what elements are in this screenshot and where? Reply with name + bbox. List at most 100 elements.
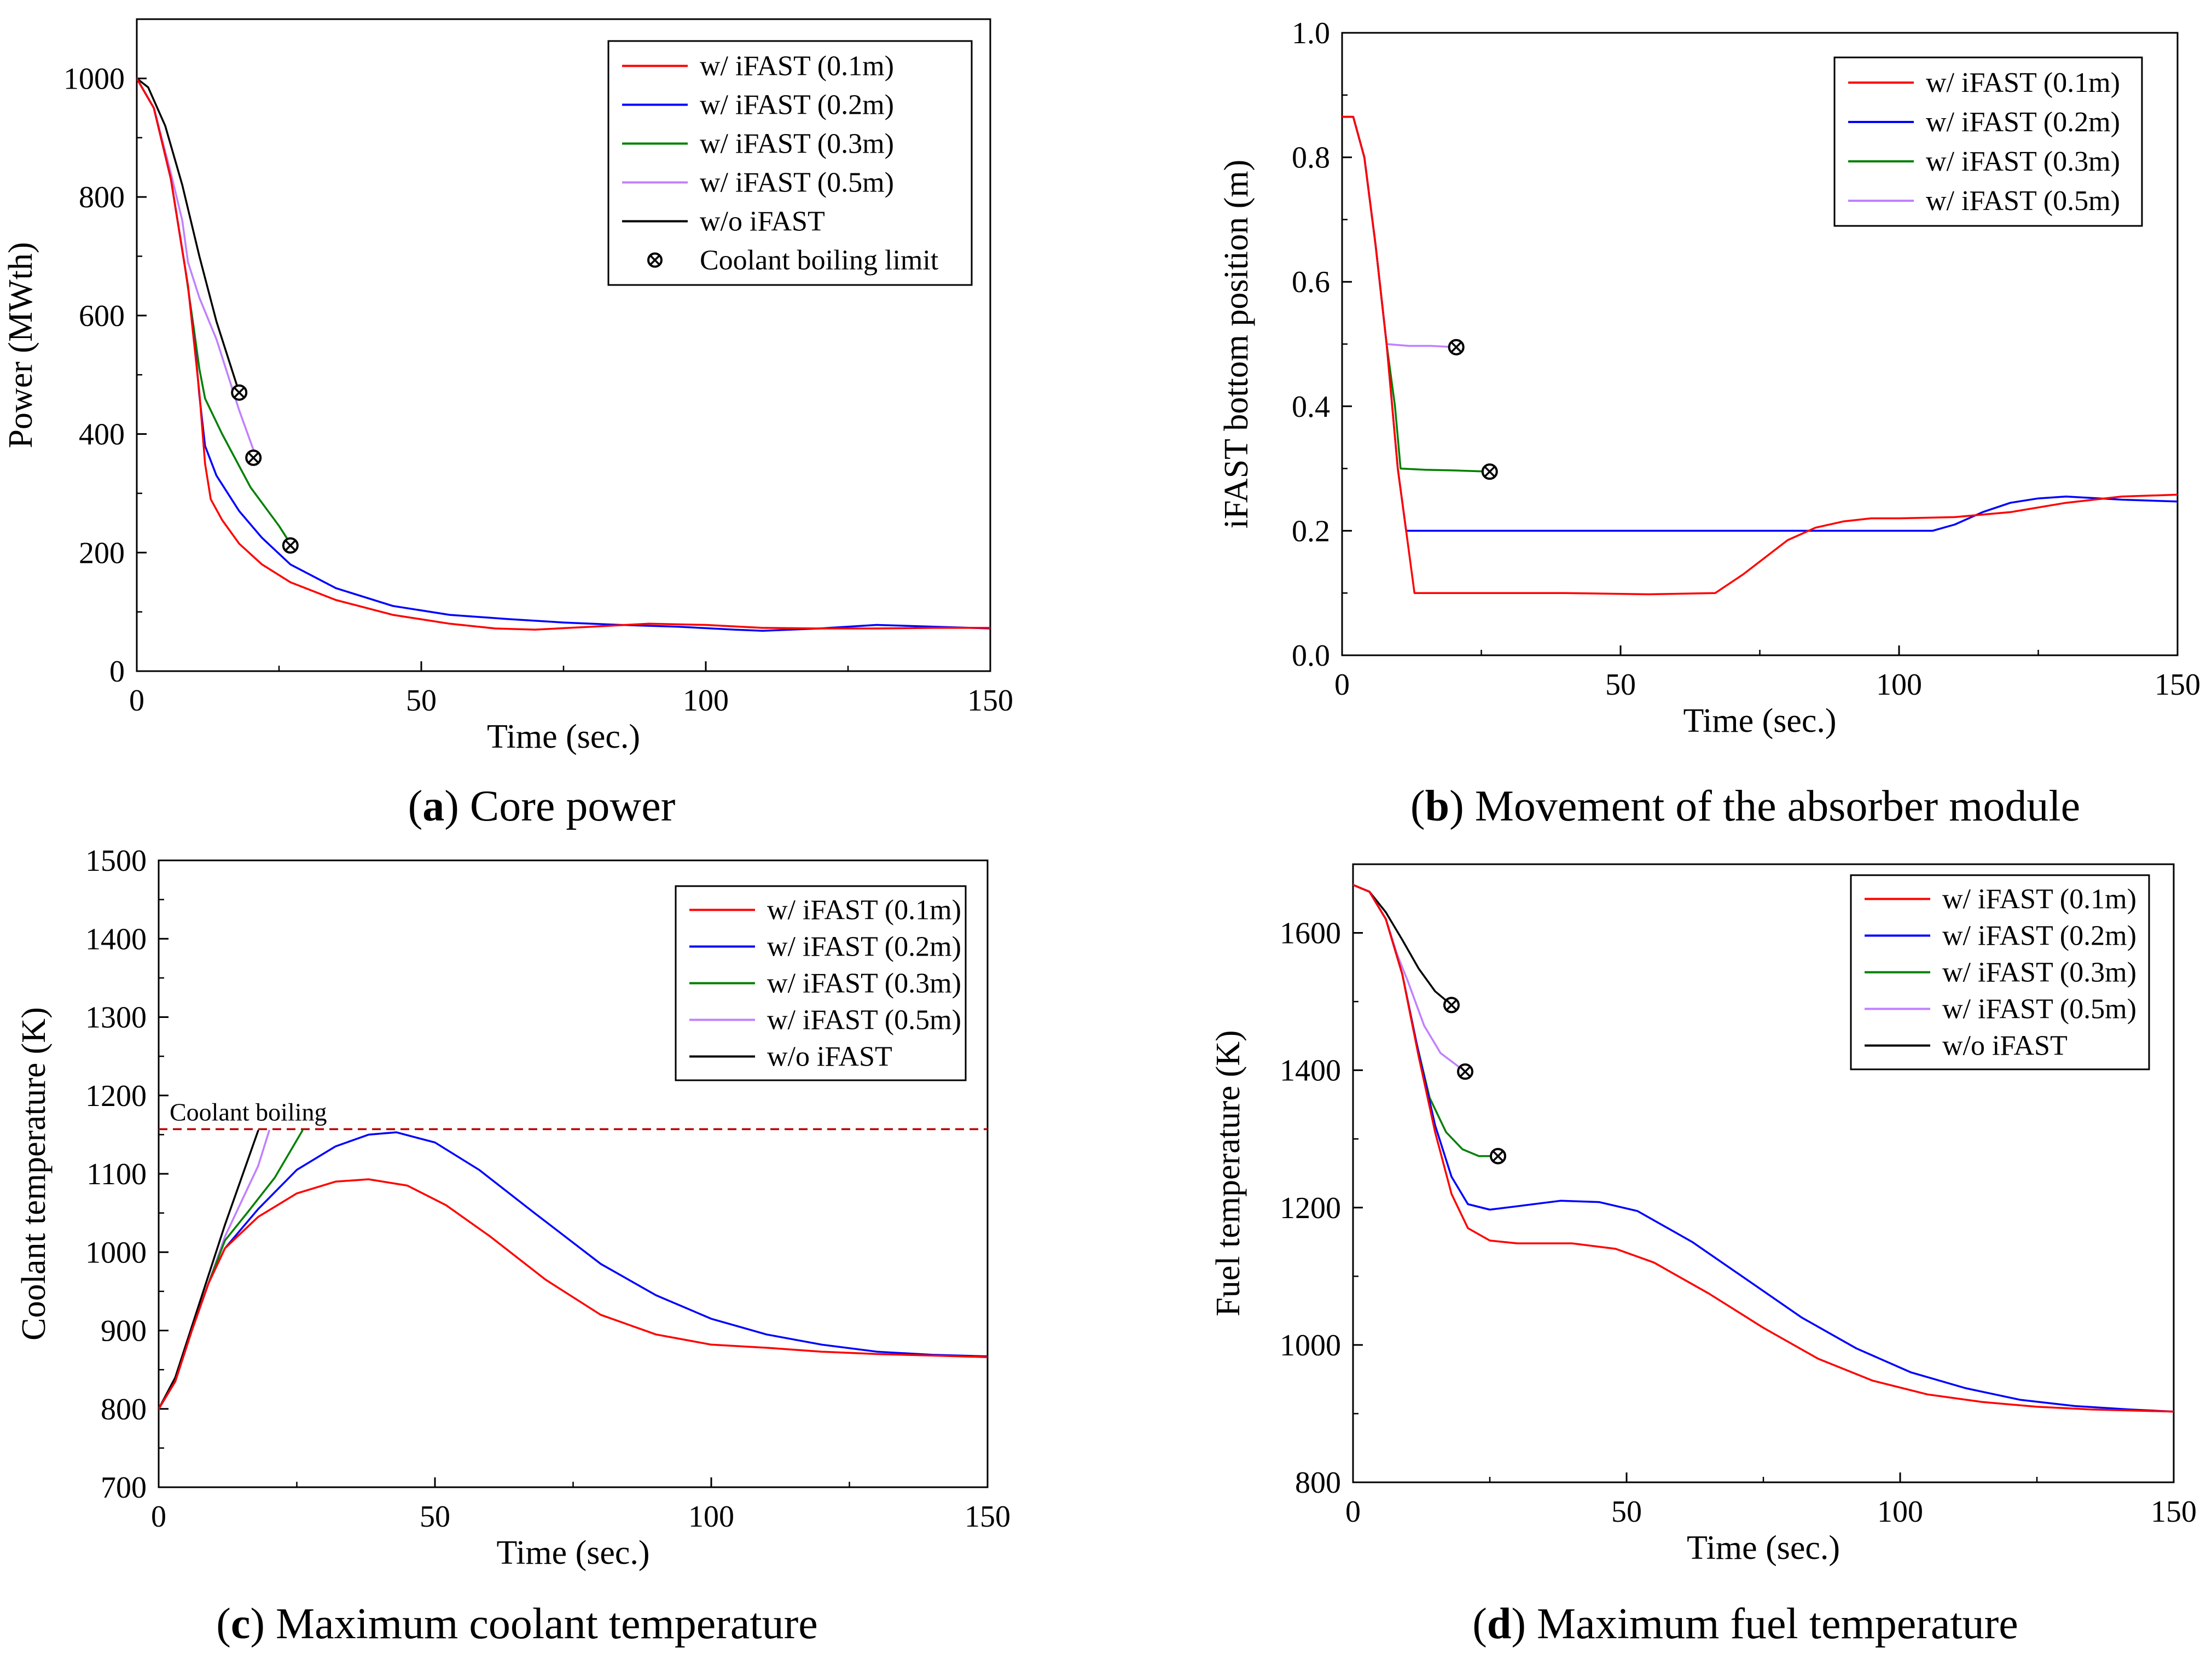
x-tick-label: 100 <box>1876 668 1922 702</box>
x-tick-label: 150 <box>2155 668 2201 702</box>
coolant-boiling-limit-marker <box>1481 463 1498 480</box>
x-tick-label: 50 <box>406 684 437 718</box>
caption-text: ) Movement of the absorber module <box>1449 782 2080 830</box>
legend-entry: w/ iFAST (0.1m) <box>1942 884 2136 915</box>
caption-text: ) Maximum fuel temperature <box>1511 1600 2018 1648</box>
x-tick-label: 50 <box>420 1500 450 1534</box>
chart-a: 0 50 100 150 0 200 400 600 800 1000 Time (sec.) Pow… <box>2 18 1013 830</box>
legend: w/ iFAST (0.1m) w/ iFAST (0.2m) w/ iFAST (… <box>1833 56 2143 227</box>
x-tick-label: 0 <box>151 1500 166 1534</box>
legend-entry: w/ iFAST (0.3m) <box>1926 146 2120 177</box>
legend-entry: w/o iFAST <box>767 1041 892 1073</box>
coolant-boiling-limit-marker-cross-b <box>285 539 297 551</box>
y-tick-label: 1000 <box>1280 1329 1341 1363</box>
legend-entry: w/ iFAST (0.5m) <box>767 1005 961 1036</box>
y-tick-label: 1000 <box>63 62 125 96</box>
legend-entry: w/o iFAST <box>700 206 825 237</box>
coolant-boiling-limit-marker-cross-b <box>1492 1150 1504 1162</box>
coolant-boiling-limit-marker <box>1457 1063 1473 1080</box>
y-tick-label: 0 <box>109 655 125 689</box>
legend-entry: w/ iFAST (0.3m) <box>700 129 894 160</box>
series-group <box>1353 883 2174 1413</box>
coolant-boiling-limit-marker-cross-b <box>1445 999 1458 1011</box>
coolant-boiling-limit-marker-cross-b <box>233 387 245 399</box>
coolant-boiling-limit-marker <box>282 537 299 554</box>
x-axis-title: Time (sec.) <box>487 718 640 755</box>
coolant-boiling-limit-marker-cross-b <box>247 452 259 464</box>
y-tick-label: 1500 <box>85 844 147 878</box>
x-tick-label: 150 <box>967 684 1013 718</box>
legend-entry: w/ iFAST (0.5m) <box>1942 994 2136 1025</box>
panel-caption: (d) Maximum fuel temperature <box>1472 1600 2018 1648</box>
legend-entry: w/ iFAST (0.2m) <box>767 932 961 963</box>
coolant-boiling-limit-marker-cross-b <box>1459 1066 1471 1078</box>
x-tick-label: 100 <box>1877 1495 1923 1529</box>
x-tick-label: 100 <box>683 684 729 718</box>
x-axis-title: Time (sec.) <box>496 1534 649 1571</box>
legend-entry: w/ iFAST (0.1m) <box>1926 67 2120 98</box>
panel-caption: (a) Core power <box>408 782 676 830</box>
chart-d: 0 50 100 150 800 1000 1200 1400 1600 Time (sec.) F… <box>1210 863 2197 1648</box>
panel-caption: (b) Movement of the absorber module <box>1410 782 2080 830</box>
caption-text: ) Core power <box>444 782 675 830</box>
y-tick-label: 200 <box>79 536 125 570</box>
y-tick-label: 800 <box>101 1393 147 1427</box>
legend-entry: w/ iFAST (0.2m) <box>1926 107 2120 138</box>
y-tick-label: 0.8 <box>1292 141 1330 175</box>
series-group <box>159 1130 988 1410</box>
coolant-boiling-limit-marker-cross-b <box>1450 341 1462 353</box>
y-tick-label: 1000 <box>85 1236 147 1270</box>
caption-open-paren: ( <box>1410 782 1425 830</box>
series-line-w-ifast-0-1m <box>137 77 990 631</box>
caption-open-paren: ( <box>216 1600 231 1648</box>
series-group <box>1342 115 2178 596</box>
x-tick-label: 0 <box>129 684 144 718</box>
legend: w/ iFAST (0.1m) w/ iFAST (0.2m) w/ iFAST (… <box>1850 874 2150 1070</box>
y-tick-label: 600 <box>79 299 125 333</box>
y-axis-title: Fuel temperature (K) <box>1210 1030 1247 1316</box>
legend: w/ iFAST (0.1m) w/ iFAST (0.2m) w/ iFAST (… <box>607 40 973 286</box>
x-axis-title: Time (sec.) <box>1687 1529 1840 1567</box>
legend-entry: w/ iFAST (0.3m) <box>767 968 961 999</box>
series-line-w-ifast-0-1m <box>1342 115 2178 596</box>
x-tick-label: 0 <box>1345 1495 1361 1529</box>
legend-entry: w/ iFAST (0.1m) <box>767 895 961 926</box>
coolant-boiling-limit-marker <box>231 384 248 401</box>
y-tick-label: 1300 <box>85 1001 147 1035</box>
coolant-boiling-annotation: Coolant boiling <box>170 1098 327 1126</box>
x-tick-label: 150 <box>965 1500 1011 1534</box>
caption-letter: b <box>1425 782 1450 830</box>
x-tick-label: 50 <box>1611 1495 1642 1529</box>
legend-entry: w/ iFAST (0.5m) <box>700 167 894 199</box>
legend: w/ iFAST (0.1m) w/ iFAST (0.2m) w/ iFAST (… <box>675 885 967 1081</box>
y-tick-label: 1100 <box>86 1157 147 1191</box>
legend-entry: w/ iFAST (0.5m) <box>1926 185 2120 217</box>
panel-caption: (c) Maximum coolant temperature <box>216 1600 818 1648</box>
coolant-boiling-limit-marker-cross-b <box>1484 465 1496 478</box>
caption-text: ) Maximum coolant temperature <box>250 1600 817 1648</box>
y-tick-label: 700 <box>101 1471 147 1505</box>
y-tick-label: 400 <box>79 418 125 452</box>
y-tick-label: 1200 <box>1280 1191 1341 1225</box>
x-tick-label: 100 <box>688 1500 734 1534</box>
y-tick-label: 0.2 <box>1292 514 1330 548</box>
y-tick-label: 0.6 <box>1292 265 1330 299</box>
legend-entry: w/o iFAST <box>1942 1031 2068 1062</box>
legend-box <box>607 40 973 286</box>
y-tick-label: 1200 <box>85 1079 147 1113</box>
y-tick-label: 0.4 <box>1292 390 1330 424</box>
caption-letter: c <box>231 1600 251 1648</box>
y-tick-label: 1400 <box>1280 1054 1341 1088</box>
legend-marker-symbol <box>647 252 663 268</box>
caption-open-paren: ( <box>1472 1600 1487 1648</box>
y-tick-label: 800 <box>79 181 125 214</box>
x-tick-label: 150 <box>2151 1495 2197 1529</box>
y-tick-label: 800 <box>1295 1466 1341 1500</box>
y-axis-title: Coolant temperature (K) <box>15 1007 53 1340</box>
x-tick-label: 0 <box>1334 668 1350 702</box>
caption-open-paren: ( <box>408 782 423 830</box>
caption-letter: a <box>422 782 444 830</box>
y-tick-label: 900 <box>101 1314 147 1348</box>
coolant-boiling-limit-marker <box>1448 339 1465 356</box>
